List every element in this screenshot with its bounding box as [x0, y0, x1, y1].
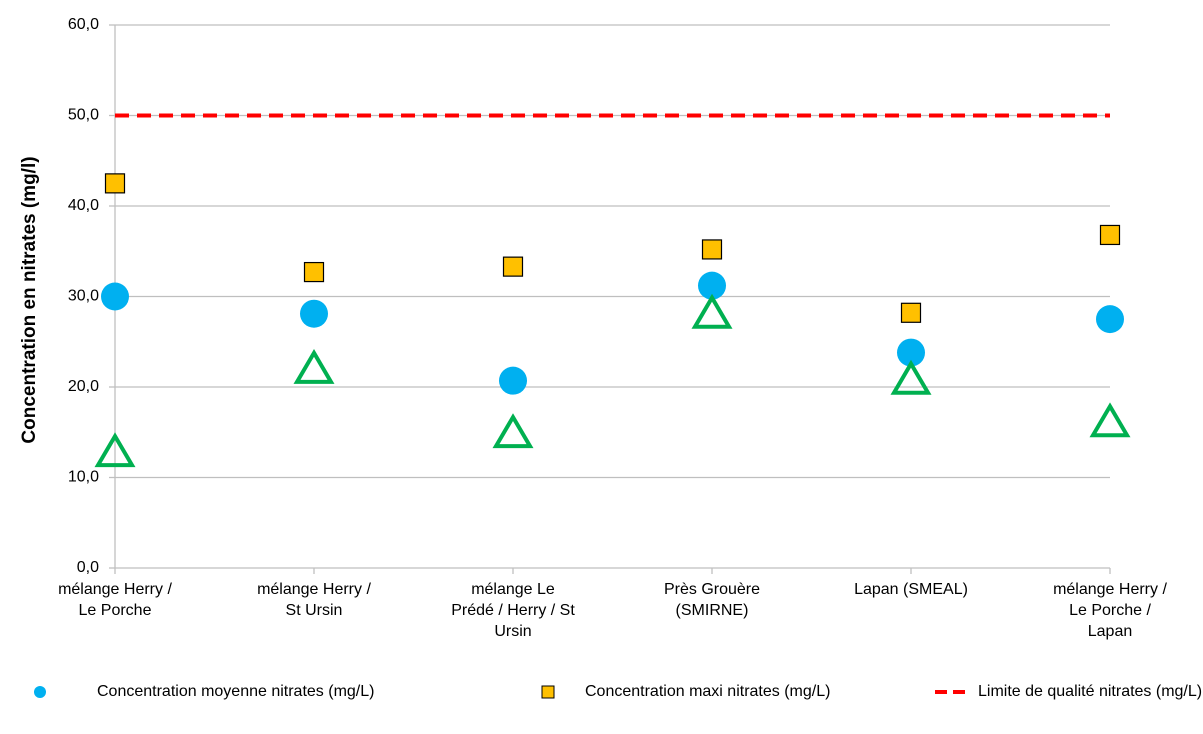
y-tick-label: 0,0	[77, 559, 99, 576]
y-axis-title: Concentration en nitrates (mg/l)	[19, 156, 40, 443]
y-tick-label: 20,0	[68, 378, 99, 395]
square-point	[104, 173, 126, 194]
legend-label: Concentration moyenne nitrates (mg/L)	[97, 683, 375, 700]
x-tick-label: Lapan (SMEAL)	[854, 581, 968, 598]
circle-point	[499, 366, 527, 395]
triangle-point	[293, 348, 335, 384]
circle-point	[698, 271, 726, 300]
y-tick-label: 40,0	[68, 197, 99, 214]
x-tick-label: mélange Herry / Le Porche / Lapan	[1053, 581, 1167, 640]
triangle-point	[890, 359, 932, 395]
x-tick-label: mélange Herry / Le Porche	[58, 581, 172, 619]
legend-marker	[541, 685, 555, 699]
circle-point	[101, 282, 129, 311]
circle-point	[300, 299, 328, 328]
x-tick-label: mélange Le Prédé / Herry / St Ursin	[451, 581, 575, 640]
square-point	[701, 239, 723, 260]
y-tick-label: 50,0	[68, 107, 99, 124]
square-point	[502, 256, 524, 277]
x-tick-label: mélange Herry / St Ursin	[257, 581, 371, 619]
circle-point	[897, 338, 925, 367]
y-tick-label: 60,0	[68, 16, 99, 33]
triangle-point	[94, 432, 136, 468]
triangle-point	[492, 413, 534, 449]
square-point	[303, 261, 325, 283]
circle-point	[1096, 305, 1124, 334]
square-point	[1099, 224, 1121, 246]
y-tick-label: 10,0	[68, 469, 99, 486]
x-tick-label: Près Grouère (SMIRNE)	[663, 581, 761, 619]
square-point	[900, 302, 922, 323]
triangle-point	[1089, 402, 1131, 438]
legend-label: Limite de qualité nitrates (mg/L)	[978, 683, 1203, 700]
y-tick-label: 30,0	[68, 288, 99, 305]
legend-label: Concentration maxi nitrates (mg/L)	[585, 683, 831, 700]
legend-marker	[34, 686, 46, 698]
triangle-point	[691, 293, 733, 329]
